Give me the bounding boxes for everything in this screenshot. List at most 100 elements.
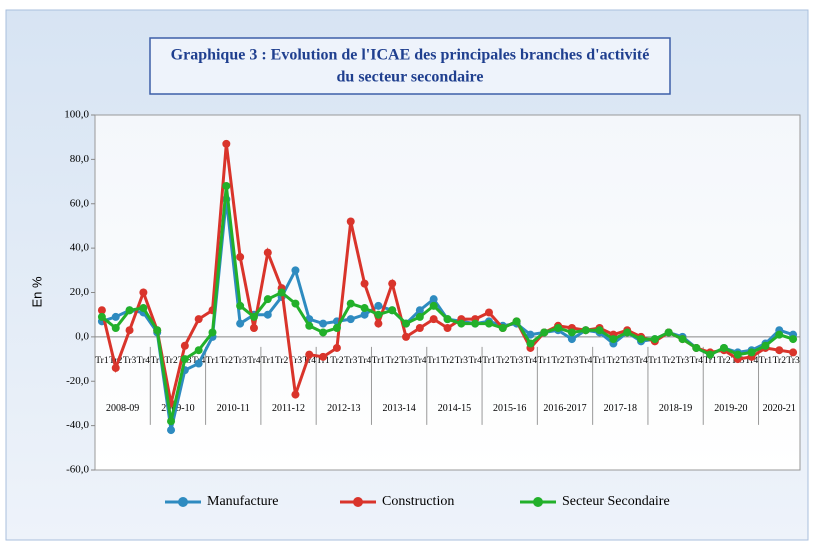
x-tick-label: Tr4 (303, 356, 317, 366)
point (263, 295, 272, 304)
legend-marker (533, 497, 543, 507)
point (498, 324, 507, 332)
y-axis-label: En % (29, 276, 44, 308)
point (415, 324, 424, 332)
x-tick-label: Tr2 (109, 356, 123, 366)
x-tick-label: Tr4 (634, 356, 648, 366)
point (263, 248, 272, 257)
chart-title: Graphique 3 : Evolution de l'ICAE des pr… (171, 47, 650, 64)
point (526, 330, 535, 339)
x-group-label: 2013-14 (382, 403, 415, 414)
point (609, 335, 618, 344)
x-tick-label: Tr3 (233, 356, 247, 366)
point (332, 324, 341, 332)
point (277, 288, 286, 297)
point (429, 301, 438, 310)
x-group-label: 2020-21 (763, 403, 796, 414)
point (692, 343, 701, 352)
point (747, 348, 756, 357)
y-tick-label: 20,0 (70, 286, 90, 298)
x-tick-label: Tr4 (690, 356, 704, 366)
x-tick-label: Tr1 (703, 356, 717, 366)
x-tick-label: Tr2 (773, 356, 787, 366)
x-tick-label: Tr4 (247, 356, 261, 366)
point (429, 315, 438, 324)
y-tick-label: -60,0 (66, 464, 89, 476)
point (678, 335, 687, 344)
point (319, 352, 328, 361)
x-tick-label: Tr3 (399, 356, 413, 366)
y-tick-label: 100,0 (64, 109, 89, 121)
x-tick-label: Tr3 (676, 356, 690, 366)
point (789, 335, 798, 344)
x-tick-label: Tr1 (151, 356, 165, 366)
x-tick-label: Tr2 (496, 356, 510, 366)
x-tick-label: Tr3 (289, 356, 303, 366)
y-tick-label: -20,0 (66, 375, 89, 387)
point (360, 304, 369, 313)
point (775, 330, 784, 339)
legend-label: Manufacture (207, 494, 279, 509)
point (346, 315, 355, 324)
point (733, 350, 742, 359)
x-tick-label: Tr2 (607, 356, 621, 366)
point (139, 304, 148, 313)
point (194, 359, 203, 368)
point (222, 182, 231, 190)
plot-area (94, 114, 801, 471)
x-tick-label: Tr1 (316, 356, 330, 366)
point (236, 253, 245, 261)
x-tick-label: Tr1 (427, 356, 441, 366)
point (125, 306, 134, 315)
point (153, 326, 162, 335)
point (512, 317, 521, 326)
point (540, 328, 549, 337)
point (180, 355, 189, 364)
point (305, 350, 314, 359)
x-tick-label: Tr4 (579, 356, 593, 366)
legend-label: Construction (382, 494, 454, 509)
point (305, 321, 314, 330)
x-group-label: 2011-12 (272, 403, 305, 414)
point (415, 312, 424, 321)
x-tick-label: Tr4 (468, 356, 482, 366)
x-tick-label: Tr1 (261, 356, 275, 366)
point (471, 319, 480, 328)
point (346, 217, 355, 226)
point (567, 335, 576, 344)
point (332, 343, 341, 352)
legend-marker (353, 497, 363, 507)
y-tick-label: 60,0 (70, 197, 90, 209)
x-group-label: 2019-20 (714, 403, 747, 414)
x-group-label: 2014-15 (438, 403, 471, 414)
x-tick-label: Tr4 (358, 356, 372, 366)
point (139, 288, 148, 297)
point (526, 339, 535, 348)
point (567, 328, 576, 337)
x-tick-label: Tr3 (565, 356, 579, 366)
point (222, 139, 231, 148)
point (291, 299, 300, 308)
point (194, 315, 203, 324)
point (319, 319, 328, 328)
point (443, 324, 452, 332)
point (650, 335, 659, 344)
point (360, 279, 369, 288)
point (208, 328, 217, 337)
point (664, 328, 673, 337)
x-tick-label: Tr3 (123, 356, 137, 366)
point (775, 346, 784, 355)
x-tick-label: Tr2 (330, 356, 344, 366)
point (374, 310, 383, 319)
point (374, 319, 383, 328)
point (194, 346, 203, 355)
point (125, 326, 134, 335)
point (443, 315, 452, 324)
point (761, 341, 770, 350)
x-tick-label: Tr4 (413, 356, 427, 366)
x-tick-label: Tr2 (441, 356, 455, 366)
point (111, 363, 120, 372)
point (249, 324, 258, 332)
point (291, 390, 300, 399)
